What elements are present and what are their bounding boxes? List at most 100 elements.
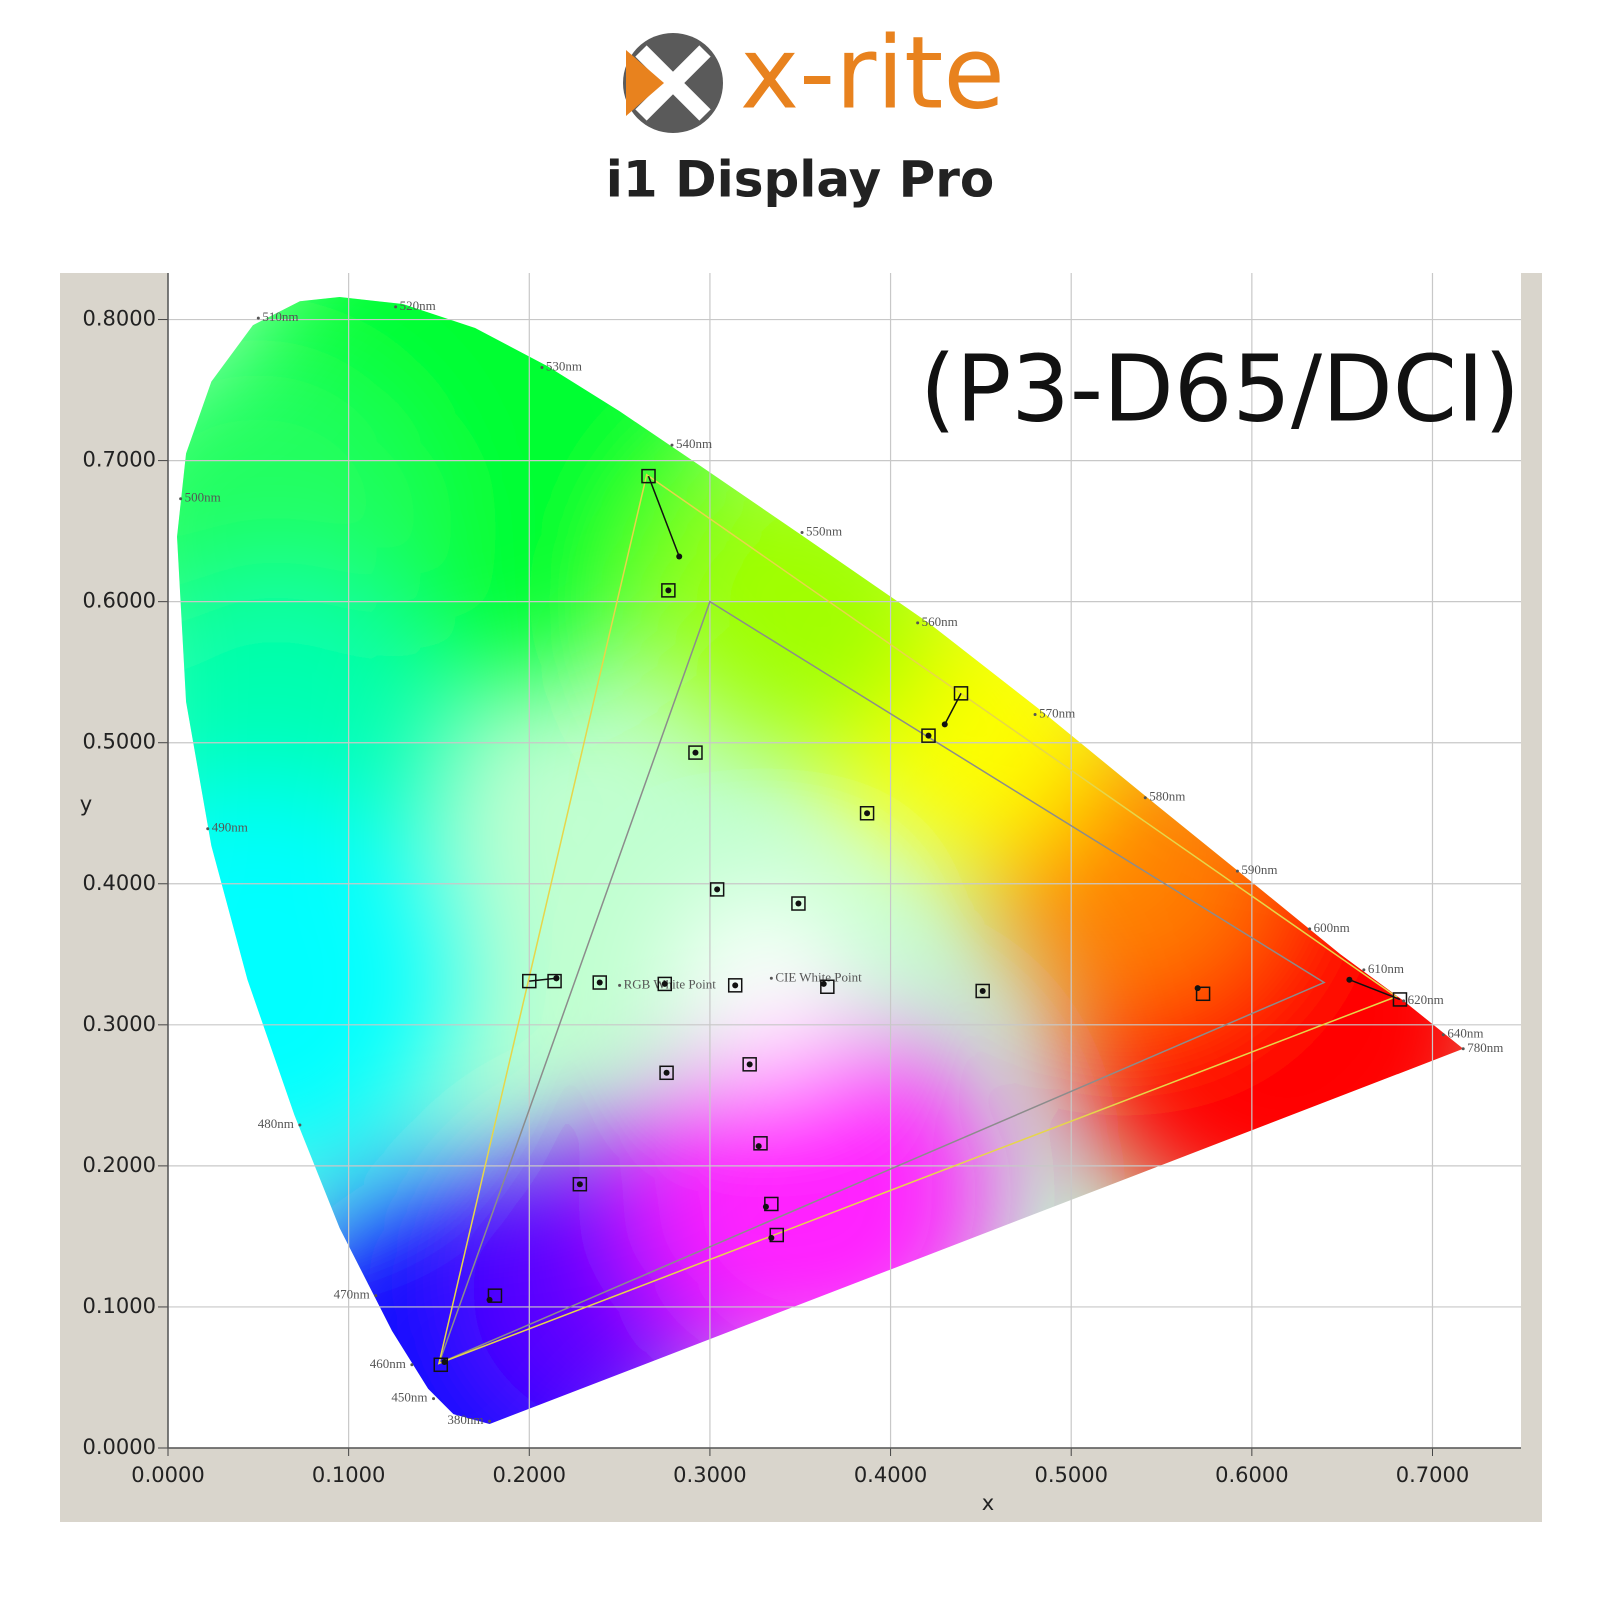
measured-point: [665, 587, 672, 594]
annotation-dot: [916, 621, 920, 625]
measured-point: [941, 721, 948, 728]
annotation: 560nm: [922, 614, 958, 629]
annotation: 530nm: [546, 358, 582, 373]
measured-point: [596, 979, 603, 986]
error-line: [647, 475, 680, 557]
y-tick-label: 0.1000: [83, 1294, 156, 1318]
measured-point: [979, 987, 986, 994]
target-square: [1195, 986, 1211, 1002]
x-tick-label: 0.1000: [312, 1463, 385, 1487]
target-square: [641, 468, 656, 484]
annotation: 610nm: [1368, 961, 1404, 976]
measured-point: [795, 900, 802, 907]
gamut-triangle: [437, 600, 1326, 1365]
y-axis-label: y: [80, 792, 92, 816]
y-tick-label: 0.7000: [83, 448, 156, 472]
target-square: [859, 805, 875, 821]
logo-x: [635, 45, 711, 121]
target-square: [1392, 992, 1408, 1007]
annotation-dot: [670, 443, 674, 447]
x-tick-label: 0.2000: [493, 1463, 566, 1487]
annotation-dot: [1033, 713, 1037, 717]
target-square: [572, 1176, 588, 1192]
annotation-dot: [769, 976, 773, 980]
y-tick-label: 0.2000: [83, 1153, 156, 1177]
annotation-dot: [1235, 869, 1239, 873]
annotation-dot: [374, 1294, 378, 1298]
measured-point: [692, 749, 699, 756]
target-square: [764, 1196, 779, 1212]
x-tick-label: 0.0000: [131, 1463, 204, 1487]
annotation-dot: [1402, 999, 1406, 1003]
annotation-dot: [1441, 1033, 1445, 1037]
annotation: 540nm: [676, 436, 712, 451]
annotation-dot: [298, 1123, 302, 1127]
annotation-dot: [1461, 1047, 1465, 1051]
annotation: 580nm: [1149, 789, 1185, 804]
measured-point: [1194, 985, 1201, 992]
annotation: 520nm: [400, 298, 436, 313]
annotation-dot: [206, 827, 210, 831]
measured-point: [553, 975, 560, 982]
annotation: 510nm: [262, 309, 298, 324]
target-square: [688, 745, 703, 760]
color-blob: [177, 783, 458, 1183]
target-square: [709, 882, 725, 897]
target-square: [659, 1065, 674, 1081]
x-tick-label: 0.7000: [1396, 1463, 1469, 1487]
annotation-dot: [1143, 796, 1147, 800]
target-square: [921, 728, 936, 743]
target-square: [820, 979, 835, 994]
measured-point: [925, 732, 932, 739]
annotation-dot: [488, 1419, 492, 1423]
gamut-triangle: [437, 473, 1398, 1365]
annotation-dot: [800, 531, 804, 535]
target-square: [592, 975, 607, 990]
annotation: 450nm: [391, 1390, 427, 1405]
target-square: [547, 973, 562, 989]
measured-point: [732, 982, 739, 989]
target-square: [487, 1288, 503, 1303]
measured-point: [663, 1069, 670, 1076]
logo: [623, 33, 723, 133]
annotation: 600nm: [1314, 920, 1350, 935]
measured-point: [762, 1203, 769, 1210]
y-tick-label: 0.6000: [83, 589, 156, 613]
target-square: [742, 1057, 757, 1072]
target-square: [657, 976, 673, 992]
annotation-dot: [179, 497, 183, 501]
measured-point: [1346, 976, 1353, 983]
x-tick-label: 0.6000: [1215, 1463, 1288, 1487]
chart-title: (P3-D65/DCI): [920, 335, 1520, 442]
error-line: [944, 693, 962, 725]
target-square: [975, 983, 990, 999]
measured-point: [486, 1296, 493, 1303]
color-blob: [673, 893, 853, 1073]
annotation-dot: [410, 1363, 414, 1367]
target-square: [753, 1136, 768, 1151]
measured-point: [755, 1143, 762, 1150]
error-line: [529, 977, 557, 982]
annotation: 570nm: [1039, 705, 1075, 720]
x-tick-label: 0.5000: [1034, 1463, 1107, 1487]
target-square: [661, 583, 676, 598]
y-tick-label: 0.5000: [83, 730, 156, 754]
measured-point: [441, 1358, 448, 1365]
annotation: 460nm: [370, 1356, 406, 1371]
annotation-dot: [1362, 968, 1366, 972]
annotation: 780nm: [1467, 1040, 1503, 1055]
annotation-dot: [618, 983, 622, 987]
annotation-dot: [394, 305, 398, 309]
y-tick-label: 0.4000: [83, 871, 156, 895]
target-square: [791, 896, 806, 911]
brand: x-rite: [740, 14, 1005, 131]
annotation: 480nm: [258, 1116, 294, 1131]
target-square: [727, 978, 743, 993]
annotation: 380nm: [447, 1412, 483, 1427]
annotation: 470nm: [334, 1287, 370, 1302]
y-tick-label: 0.3000: [83, 1012, 156, 1036]
target-square: [522, 973, 537, 989]
annotation: 620nm: [1408, 992, 1444, 1007]
annotation-dot: [1308, 927, 1312, 931]
logo-arrow: [626, 50, 664, 116]
